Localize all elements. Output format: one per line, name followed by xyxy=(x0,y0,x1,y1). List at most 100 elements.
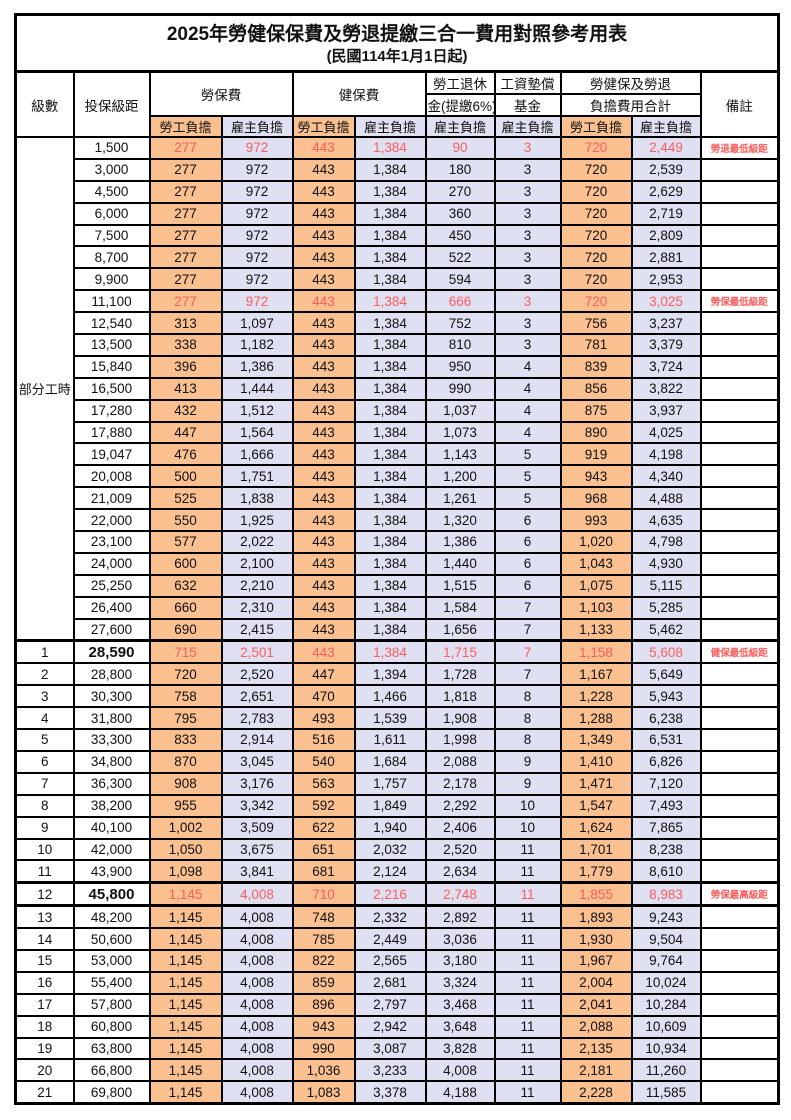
value-cell-total-employer: 9,243 xyxy=(630,904,702,930)
value-cell-labor-employer: 1,925 xyxy=(220,508,294,533)
value-cell-wage-fund-employer: 10 xyxy=(493,815,562,840)
value-cell-labor-employee: 955 xyxy=(148,793,223,818)
value-cell-pension-employer: 1,200 xyxy=(424,464,496,489)
remark-cell: 勞保最低級距 xyxy=(699,289,780,314)
value-cell-total-employee: 2,004 xyxy=(559,970,633,995)
value-cell-health-employer: 1,384 xyxy=(353,245,427,270)
value-cell-pension-employer: 2,088 xyxy=(424,749,496,774)
table-row: 10 42,000 1,050 3,675 651 2,032 2,520 11 1,701 8,… xyxy=(14,837,780,862)
value-cell-wage-fund-employer: 9 xyxy=(493,749,562,774)
table-row: 16 55,400 1,145 4,008 859 2,681 3,324 11 2,004 10… xyxy=(14,970,780,995)
value-cell-total-employee: 993 xyxy=(559,508,633,533)
value-cell-health-employer: 1,384 xyxy=(353,486,427,511)
bracket-cell: 28,800 xyxy=(72,662,151,687)
value-cell-health-employee: 443 xyxy=(291,551,356,576)
value-cell-total-employer: 9,504 xyxy=(630,927,702,951)
bracket-cell: 40,100 xyxy=(72,815,151,840)
value-cell-health-employee: 443 xyxy=(291,333,356,357)
value-cell-total-employer: 4,340 xyxy=(630,464,702,489)
value-cell-total-employee: 1,855 xyxy=(559,881,633,908)
remark-cell xyxy=(699,201,780,226)
value-cell-pension-employer: 180 xyxy=(424,157,496,182)
value-cell-health-employee: 443 xyxy=(291,508,356,533)
value-cell-total-employee: 856 xyxy=(559,376,633,401)
value-cell-health-employee: 443 xyxy=(291,245,356,270)
table-row: 13,500 338 1,182 443 1,384 810 3 781 3,379 xyxy=(16,333,780,357)
value-cell-labor-employee: 1,145 xyxy=(148,992,223,1017)
value-cell-health-employee: 651 xyxy=(291,837,356,862)
remark-cell: 勞退最低級距 xyxy=(699,136,780,160)
value-cell-total-employee: 720 xyxy=(559,179,633,204)
value-cell-total-employer: 4,635 xyxy=(630,508,702,533)
value-cell-total-employer: 10,284 xyxy=(630,992,702,1017)
table-row: 8 38,200 955 3,342 592 1,849 2,292 10 1,547 7,493 xyxy=(14,793,780,818)
bracket-cell: 8,700 xyxy=(72,245,151,270)
remark-cell xyxy=(699,376,780,401)
remark-cell xyxy=(699,927,780,951)
level-cell: 14 xyxy=(14,927,75,951)
value-cell-total-employer: 5,462 xyxy=(630,617,702,643)
value-cell-total-employee: 968 xyxy=(559,486,633,511)
value-cell-labor-employer: 1,444 xyxy=(220,376,294,401)
value-cell-labor-employee: 313 xyxy=(148,311,223,336)
value-cell-wage-fund-employer: 4 xyxy=(493,420,562,445)
remark-cell xyxy=(699,245,780,270)
remark-cell xyxy=(699,948,780,973)
value-cell-total-employee: 875 xyxy=(559,398,633,423)
value-cell-health-employee: 443 xyxy=(291,267,356,292)
bracket-cell: 33,300 xyxy=(72,728,151,752)
bracket-cell: 69,800 xyxy=(72,1080,151,1105)
remark-cell xyxy=(699,749,780,774)
bracket-cell: 66,800 xyxy=(72,1058,151,1083)
value-cell-pension-employer: 1,073 xyxy=(424,420,496,445)
value-cell-total-employer: 7,493 xyxy=(630,793,702,818)
table-row: 11,100 277 972 443 1,384 666 3 720 3,025 勞保最低級距 xyxy=(16,289,780,314)
value-cell-labor-employer: 2,415 xyxy=(220,617,294,643)
value-cell-health-employer: 2,942 xyxy=(353,1014,427,1039)
value-cell-pension-employer: 950 xyxy=(424,354,496,379)
value-cell-health-employee: 540 xyxy=(291,749,356,774)
value-cell-labor-employee: 1,002 xyxy=(148,815,223,840)
value-cell-total-employee: 756 xyxy=(559,311,633,336)
level-cell: 5 xyxy=(14,728,75,752)
value-cell-labor-employer: 2,520 xyxy=(220,662,294,687)
bracket-cell: 45,800 xyxy=(72,881,151,908)
value-cell-total-employer: 5,608 xyxy=(630,639,702,665)
level-cell: 17 xyxy=(14,992,75,1017)
value-cell-health-employer: 1,384 xyxy=(353,464,427,489)
bracket-cell: 22,000 xyxy=(72,508,151,533)
table-row: 19,047 476 1,666 443 1,384 1,143 5 919 4,198 xyxy=(16,442,780,467)
level-cell: 21 xyxy=(14,1080,75,1105)
value-cell-labor-employer: 972 xyxy=(220,157,294,182)
bracket-cell: 42,000 xyxy=(72,837,151,862)
value-cell-pension-employer: 1,908 xyxy=(424,706,496,731)
value-cell-pension-employer: 1,818 xyxy=(424,684,496,709)
value-cell-health-employer: 2,681 xyxy=(353,970,427,995)
value-cell-total-employee: 2,135 xyxy=(559,1036,633,1061)
value-cell-labor-employer: 2,651 xyxy=(220,684,294,709)
header-level: 級數 xyxy=(14,70,75,138)
remark-cell xyxy=(699,486,780,511)
table-row: 15,840 396 1,386 443 1,384 950 4 839 3,724 xyxy=(16,354,780,379)
value-cell-health-employer: 1,384 xyxy=(353,311,427,336)
bracket-cell: 3,000 xyxy=(72,157,151,182)
value-cell-labor-employee: 690 xyxy=(148,617,223,643)
value-cell-total-employer: 3,237 xyxy=(630,311,702,336)
value-cell-wage-fund-employer: 3 xyxy=(493,245,562,270)
remark-cell xyxy=(699,662,780,687)
value-cell-health-employer: 1,384 xyxy=(353,617,427,643)
header-remark: 備註 xyxy=(699,70,780,138)
value-cell-wage-fund-employer: 3 xyxy=(493,333,562,357)
value-cell-health-employee: 785 xyxy=(291,927,356,951)
table-row: 27,600 690 2,415 443 1,384 1,656 7 1,133 5,462 xyxy=(16,617,780,643)
value-cell-total-employer: 10,024 xyxy=(630,970,702,995)
value-cell-total-employee: 1,349 xyxy=(559,728,633,752)
value-cell-wage-fund-employer: 11 xyxy=(493,1036,562,1061)
bracket-cell: 48,200 xyxy=(72,904,151,930)
bracket-cell: 24,000 xyxy=(72,551,151,576)
value-cell-total-employee: 1,158 xyxy=(559,639,633,665)
value-cell-health-employer: 2,565 xyxy=(353,948,427,973)
value-cell-health-employee: 443 xyxy=(291,354,356,379)
value-cell-pension-employer: 2,748 xyxy=(424,881,496,908)
bracket-cell: 9,900 xyxy=(72,267,151,292)
